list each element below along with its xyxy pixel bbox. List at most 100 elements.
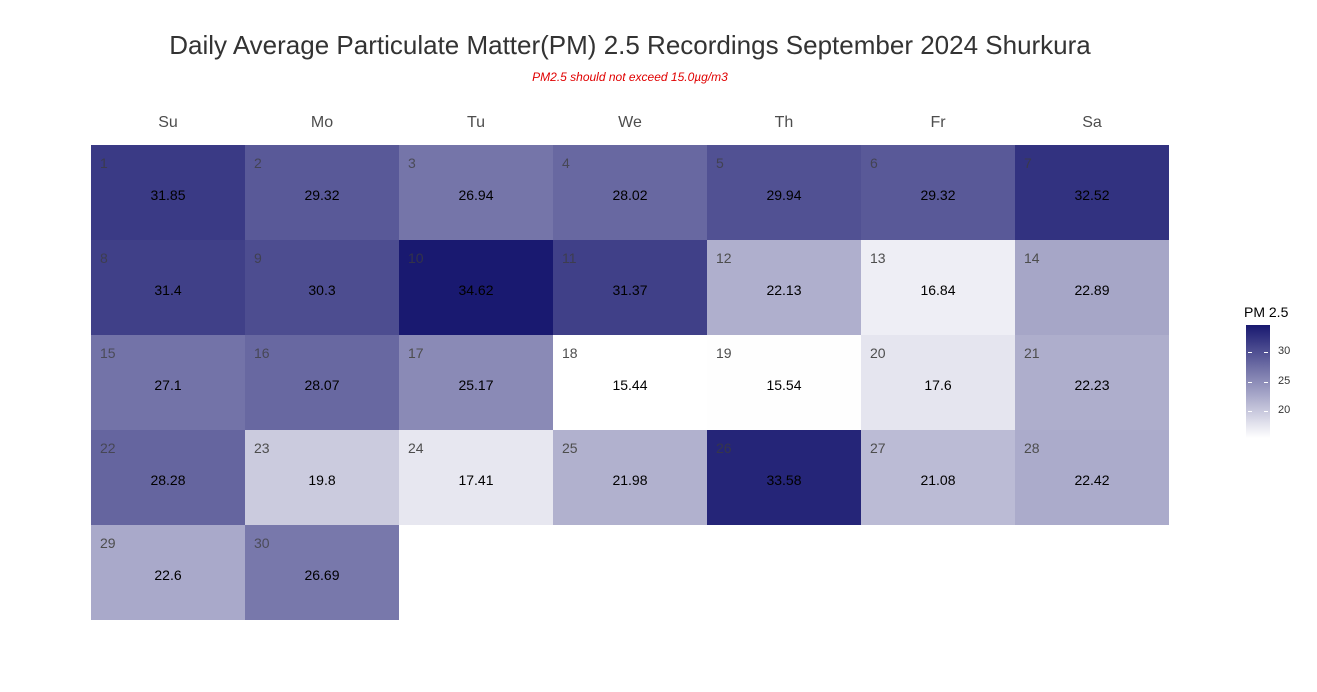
day-number: 22: [100, 440, 116, 456]
day-cell: 30 26.69: [245, 525, 399, 620]
day-value-label: 31.4: [154, 282, 182, 298]
day-number: 7: [1024, 155, 1032, 171]
legend-tick-mark: [1248, 381, 1252, 383]
day-cell: 13 16.84: [861, 240, 1015, 335]
day-value-label: 30.3: [308, 282, 336, 298]
day-value-label: 29.32: [304, 187, 340, 203]
day-number: 26: [716, 440, 732, 456]
day-cell: 21 22.23: [1015, 335, 1169, 430]
day-value-label: 22.89: [1074, 282, 1110, 298]
weekday-header: We: [618, 114, 642, 131]
legend-tick-mark: [1264, 411, 1268, 413]
day-number: 17: [408, 345, 424, 361]
chart-title: Daily Average Particulate Matter(PM) 2.5…: [169, 30, 1091, 60]
day-value-label: 21.08: [920, 472, 956, 488]
legend-tick-label: 20: [1278, 404, 1291, 417]
legend-tick-mark: [1248, 411, 1252, 413]
day-number: 14: [1024, 250, 1040, 266]
day-number: 6: [870, 155, 878, 171]
day-cell: 1 31.85: [91, 145, 245, 240]
day-value-label: 26.94: [458, 187, 494, 203]
day-number: 12: [716, 250, 732, 266]
day-number: 24: [408, 440, 424, 456]
day-number: 15: [100, 345, 116, 361]
day-cell: 12 22.13: [707, 240, 861, 335]
day-cell: 19 15.54: [707, 335, 861, 430]
day-value-label: 31.85: [150, 187, 186, 203]
day-cell: 18 15.44: [553, 335, 707, 430]
day-cell: 24 17.41: [399, 430, 553, 525]
day-number: 28: [1024, 440, 1040, 456]
day-number: 5: [716, 155, 724, 171]
day-value-label: 34.62: [458, 282, 494, 298]
day-cell: 6 29.32: [861, 145, 1015, 240]
weekday-header: Tu: [466, 114, 486, 131]
legend-tick-label: 25: [1278, 374, 1291, 387]
day-value-label: 28.07: [304, 377, 340, 393]
chart-subtitle: PM2.5 should not exceed 15.0µg/m3: [532, 70, 728, 84]
day-number: 23: [254, 440, 270, 456]
day-number: 9: [254, 250, 262, 266]
day-cell: 25 21.98: [553, 430, 707, 525]
day-number: 13: [870, 250, 886, 266]
day-value-label: 22.42: [1074, 472, 1110, 488]
day-cell: 17 25.17: [399, 335, 553, 430]
day-cell: 14 22.89: [1015, 240, 1169, 335]
day-cell: 9 30.3: [245, 240, 399, 335]
day-number: 3: [408, 155, 416, 171]
day-cell: 5 29.94: [707, 145, 861, 240]
day-value-label: 15.54: [766, 377, 802, 393]
day-cell: 22 28.28: [91, 430, 245, 525]
day-cell: 8 31.4: [91, 240, 245, 335]
day-value-label: 28.28: [150, 472, 186, 488]
day-cell: 26 33.58: [707, 430, 861, 525]
legend-title: PM 2.5: [1244, 304, 1289, 320]
day-value-label: 27.1: [154, 377, 182, 393]
day-value-label: 22.13: [766, 282, 802, 298]
day-number: 27: [870, 440, 886, 456]
day-cell: 20 17.6: [861, 335, 1015, 430]
day-cell: 27 21.08: [861, 430, 1015, 525]
day-value-label: 32.52: [1074, 187, 1110, 203]
legend: PM 2.5 20 25 30: [1244, 304, 1290, 438]
day-number: 1: [100, 155, 108, 171]
day-number: 16: [254, 345, 270, 361]
day-value-label: 25.17: [458, 377, 494, 393]
day-number: 4: [562, 155, 570, 171]
day-value-label: 22.6: [154, 567, 182, 583]
day-number: 2: [254, 155, 262, 171]
day-value-label: 29.32: [920, 187, 956, 203]
day-cell: 29 22.6: [91, 525, 245, 620]
day-value-label: 15.44: [612, 377, 648, 393]
day-value-label: 19.8: [308, 472, 336, 488]
day-value-label: 17.41: [458, 472, 494, 488]
legend-tick-mark: [1264, 381, 1268, 383]
day-cell: 28 22.42: [1015, 430, 1169, 525]
day-cell: 2 29.32: [245, 145, 399, 240]
legend-colorbar: [1246, 325, 1270, 438]
legend-tick-label: 30: [1278, 345, 1291, 358]
day-number: 20: [870, 345, 886, 361]
day-cell: 3 26.94: [399, 145, 553, 240]
day-number: 30: [254, 535, 270, 551]
day-cell: 23 19.8: [245, 430, 399, 525]
day-cell: 15 27.1: [91, 335, 245, 430]
day-number: 18: [562, 345, 578, 361]
weekday-header: Mo: [310, 114, 334, 131]
weekday-header: Su: [158, 114, 178, 131]
day-number: 29: [100, 535, 116, 551]
day-number: 10: [408, 250, 424, 266]
weekday-header: Fr: [930, 114, 946, 131]
day-number: 8: [100, 250, 108, 266]
day-cell: 16 28.07: [245, 335, 399, 430]
day-value-label: 16.84: [920, 282, 956, 298]
day-cell: 11 31.37: [553, 240, 707, 335]
day-cell: 7 32.52: [1015, 145, 1169, 240]
day-value-label: 17.6: [924, 377, 952, 393]
day-value-label: 22.23: [1074, 377, 1110, 393]
day-cell: 10 34.62: [399, 240, 553, 335]
day-cell: 4 28.02: [553, 145, 707, 240]
day-number: 11: [562, 250, 577, 266]
day-number: 25: [562, 440, 578, 456]
legend-tick-mark: [1248, 352, 1252, 354]
